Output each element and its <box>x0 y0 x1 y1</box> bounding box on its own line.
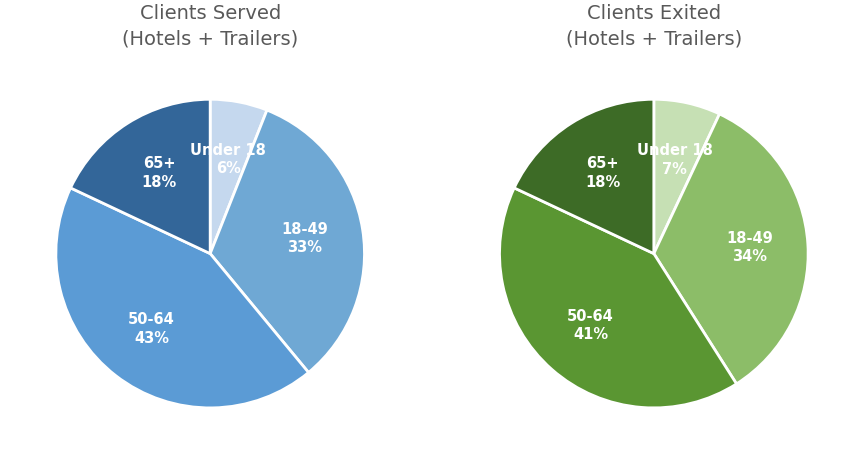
Text: Under 18
6%: Under 18 6% <box>190 143 266 176</box>
Text: 50-64
43%: 50-64 43% <box>128 312 175 346</box>
Wedge shape <box>210 99 267 254</box>
Text: 65+
18%: 65+ 18% <box>585 156 620 190</box>
Text: 18-49
33%: 18-49 33% <box>282 222 328 255</box>
Text: 18-49
34%: 18-49 34% <box>726 231 772 264</box>
Wedge shape <box>654 114 808 384</box>
Title: Clients Served
(Hotels + Trailers): Clients Served (Hotels + Trailers) <box>122 4 298 48</box>
Wedge shape <box>514 99 654 254</box>
Wedge shape <box>56 188 308 408</box>
Wedge shape <box>654 99 720 254</box>
Title: Clients Exited
(Hotels + Trailers): Clients Exited (Hotels + Trailers) <box>566 4 742 48</box>
Text: Under 18
7%: Under 18 7% <box>637 144 713 177</box>
Text: 50-64
41%: 50-64 41% <box>567 309 614 342</box>
Wedge shape <box>210 110 365 373</box>
Wedge shape <box>71 99 210 254</box>
Wedge shape <box>499 188 736 408</box>
Text: 65+
18%: 65+ 18% <box>142 156 176 190</box>
